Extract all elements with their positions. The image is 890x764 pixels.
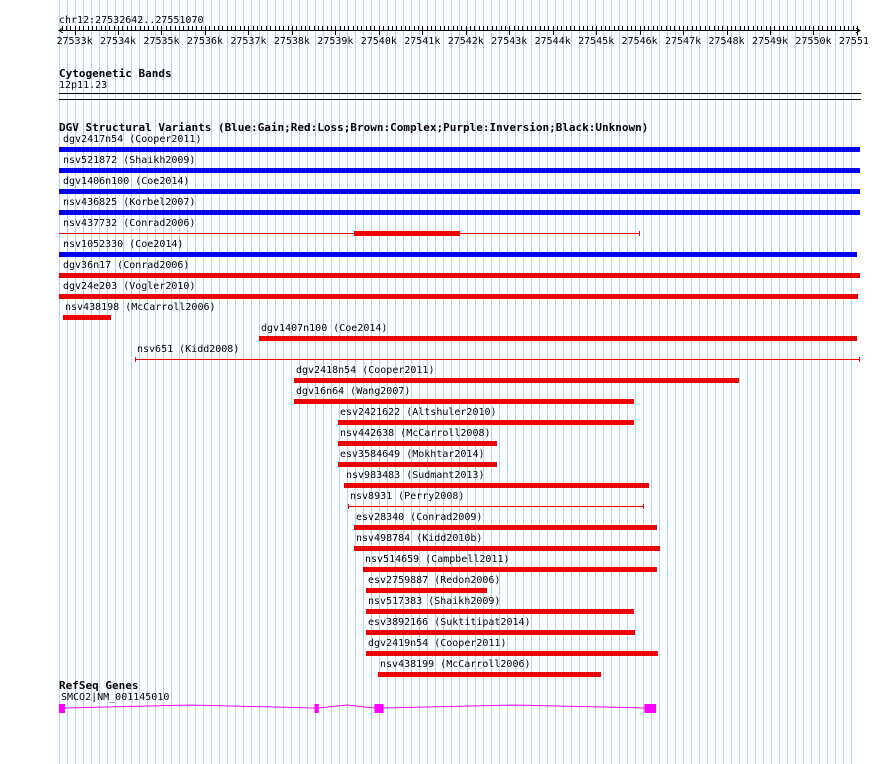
dgv-feature-bar[interactable]: [59, 294, 858, 299]
dgv-feature-label[interactable]: dgv1407n100 (Coe2014): [261, 323, 388, 334]
dgv-feature-label[interactable]: nsv514659 (Campbell2011): [365, 554, 510, 565]
cytoband-top-line: [59, 93, 861, 94]
region-label: chr12:27532642..27551070: [59, 15, 204, 26]
dgv-feature-label[interactable]: esv3892166 (Suktitipat2014): [368, 617, 531, 628]
ruler-left-arrow: [58, 27, 64, 34]
ruler-tick-label: 27541k: [404, 36, 440, 47]
dgv-feature-label[interactable]: nsv442638 (McCarroll2008): [340, 428, 491, 439]
coordinate-ruler: 27533k 27534k 27535k 27536k 27537k 27538k 2753…: [56, 26, 868, 47]
ruler-tick-label: 27539k: [317, 36, 353, 47]
dgv-feature-bar[interactable]: [366, 630, 635, 635]
dgv-feature-label[interactable]: nsv438198 (McCarroll2006): [65, 302, 216, 313]
dgv-feature-bar[interactable]: [63, 315, 111, 320]
ruler-tick-label: 27533k: [56, 36, 92, 47]
dgv-track-title: DGV Structural Variants (Blue:Gain;Red:L…: [59, 121, 649, 134]
dgv-feature-label[interactable]: nsv983483 (Sudmant2013): [346, 470, 485, 481]
gene-exon[interactable]: [644, 704, 657, 713]
dgv-feature-label[interactable]: esv2759887 (Redon2006): [368, 575, 501, 586]
dgv-feature-line[interactable]: [348, 506, 644, 507]
dgv-feature-line[interactable]: [59, 233, 640, 234]
ruler-tick-label: 27542k: [448, 36, 484, 47]
gene-exon[interactable]: [314, 704, 319, 713]
dgv-feature-bar[interactable]: [354, 525, 657, 530]
ruler-tick-label: 27540k: [361, 36, 397, 47]
dgv-feature-end-tick[interactable]: [348, 504, 349, 509]
dgv-feature-label[interactable]: nsv498784 (Kidd2010b): [356, 533, 483, 544]
gene-intron-line: [64, 704, 645, 709]
refseq-gene-label[interactable]: SMCO2|NM_001145010: [61, 692, 170, 703]
ruler-tick-label: 27543k: [491, 36, 527, 47]
dgv-feature-bar[interactable]: [338, 462, 497, 467]
dgv-feature-bar[interactable]: [344, 483, 649, 488]
dgv-feature-label[interactable]: nsv651 (Kidd2008): [137, 344, 240, 355]
ruler-tick-label: 27535k: [143, 36, 179, 47]
dgv-feature-label[interactable]: dgv1406n100 (Coe2014): [63, 176, 190, 187]
ruler-tick-label: 27547k: [665, 36, 701, 47]
dgv-feature-bar[interactable]: [59, 210, 860, 215]
dgv-feature-label[interactable]: nsv436825 (Korbel2007): [63, 197, 196, 208]
cytoband-label: 12p11.23: [59, 80, 108, 91]
ruler-tick-label: 27549k: [752, 36, 788, 47]
gene-exon[interactable]: [374, 704, 384, 713]
dgv-feature-label[interactable]: nsv521872 (Shaikh2009): [63, 155, 196, 166]
dgv-feature-label[interactable]: dgv36n17 (Conrad2006): [63, 260, 190, 271]
dgv-feature-bar[interactable]: [59, 189, 860, 194]
dgv-feature-label[interactable]: dgv2418n54 (Cooper2011): [296, 365, 435, 376]
dgv-feature-bar[interactable]: [366, 651, 658, 656]
ruler-tick-label: 27536k: [187, 36, 223, 47]
dgv-feature-label[interactable]: nsv517383 (Shaikh2009): [368, 596, 501, 607]
ruler-tick-label: 27545k: [578, 36, 614, 47]
dgv-feature-label[interactable]: nsv438199 (McCarroll2006): [380, 659, 531, 670]
ruler-tick-label: 27538k: [274, 36, 310, 47]
gene-exon[interactable]: [59, 704, 65, 713]
ruler-tick-label: 27548k: [708, 36, 744, 47]
dgv-feature-label[interactable]: dgv16n64 (Wang2007): [296, 386, 411, 397]
dgv-feature-end-tick[interactable]: [135, 357, 136, 362]
ruler-tick-label: 27544k: [535, 36, 571, 47]
dgv-feature-end-tick[interactable]: [859, 357, 860, 362]
dgv-feature-bar[interactable]: [366, 588, 487, 593]
ruler-tick-label: 27537k: [230, 36, 266, 47]
ruler-tick-label: 27546k: [622, 36, 658, 47]
dgv-feature-label[interactable]: nsv8931 (Perry2008): [350, 491, 465, 502]
dgv-feature-label[interactable]: esv3584649 (Mokhtar2014): [340, 449, 485, 460]
ruler-tick-label: 27534k: [100, 36, 136, 47]
cytoband-track-title: Cytogenetic Bands: [59, 67, 172, 80]
dgv-feature-label[interactable]: esv2421622 (Altshuler2010): [340, 407, 497, 418]
dgv-feature-label[interactable]: esv28340 (Conrad2009): [356, 512, 483, 523]
dgv-feature-bar[interactable]: [363, 567, 657, 572]
dgv-feature-bar[interactable]: [294, 378, 739, 383]
dgv-feature-bar[interactable]: [366, 609, 634, 614]
dgv-feature-bar[interactable]: [259, 336, 857, 341]
dgv-feature-bar[interactable]: [59, 147, 860, 152]
dgv-feature-bar[interactable]: [354, 231, 460, 236]
dgv-feature-bar[interactable]: [294, 399, 634, 404]
dgv-feature-bar[interactable]: [59, 168, 860, 173]
dgv-feature-label[interactable]: nsv437732 (Conrad2006): [63, 218, 196, 229]
refseq-gene-model[interactable]: [0, 700, 890, 718]
dgv-feature-label[interactable]: dgv24e203 (Vogler2010): [63, 281, 196, 292]
dgv-feature-end-tick[interactable]: [639, 231, 640, 236]
dgv-feature-line[interactable]: [135, 359, 860, 360]
ruler-tick-label: 27551k: [839, 36, 868, 47]
dgv-feature-bar[interactable]: [354, 546, 660, 551]
dgv-feature-end-tick[interactable]: [643, 504, 644, 509]
dgv-feature-label[interactable]: nsv1052330 (Coe2014): [63, 239, 184, 250]
dgv-feature-bar[interactable]: [378, 672, 601, 677]
cytoband-bottom-line: [59, 99, 861, 100]
dgv-feature-bar[interactable]: [338, 420, 634, 425]
refseq-track-title: RefSeq Genes: [59, 679, 139, 692]
dgv-feature-label[interactable]: dgv2417n54 (Cooper2011): [63, 134, 202, 145]
dgv-feature-label[interactable]: dgv2419n54 (Cooper2011): [368, 638, 507, 649]
dgv-feature-bar[interactable]: [59, 252, 857, 257]
dgv-feature-bar[interactable]: [59, 273, 860, 278]
ruler-tick-label: 27550k: [795, 36, 831, 47]
dgv-feature-bar[interactable]: [338, 441, 497, 446]
